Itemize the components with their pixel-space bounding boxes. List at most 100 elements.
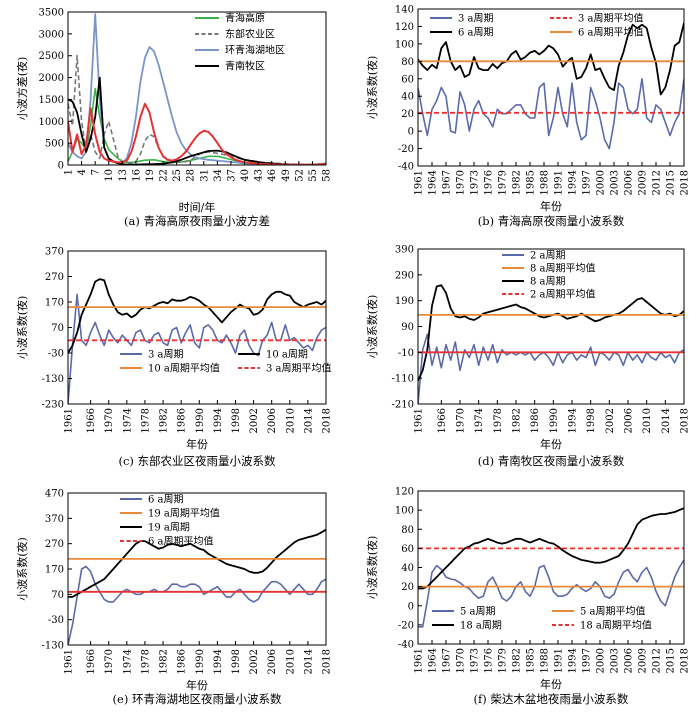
x-tick-label: 19 bbox=[145, 169, 156, 182]
chart-caption: (d) 青南牧区夜雨量小波系数 bbox=[478, 454, 625, 468]
y-tick-label: 0 bbox=[58, 161, 64, 172]
x-tick-label: 1994 bbox=[213, 649, 224, 674]
y-tick-label: -210 bbox=[392, 400, 414, 411]
x-tick-label: 2015 bbox=[666, 170, 677, 195]
y-tick-label: -130 bbox=[42, 641, 64, 652]
x-tick-label: 1966 bbox=[437, 408, 448, 433]
x-tick-label: 1967 bbox=[442, 170, 453, 195]
series-line-a-4 bbox=[68, 102, 326, 165]
x-tick-label: 2006 bbox=[624, 408, 635, 433]
x-axis-label: 年份 bbox=[186, 437, 208, 451]
x-tick-label: 2018 bbox=[322, 649, 333, 674]
chart-caption: (b) 青海高原夜雨量小波系数 bbox=[478, 214, 625, 228]
y-tick-label: 390 bbox=[395, 245, 414, 256]
legend-label: 青海高原 bbox=[225, 12, 265, 25]
y-tick-label: 500 bbox=[45, 139, 64, 150]
legend-label: 19 a周期平均值 bbox=[148, 507, 220, 520]
x-tick-label: 1976 bbox=[484, 648, 495, 673]
x-tick-label: 1976 bbox=[484, 170, 495, 195]
y-tick-label: 90 bbox=[401, 322, 414, 333]
y-tick-label: -30 bbox=[48, 615, 64, 626]
legend-label: 6 a周期 bbox=[458, 27, 494, 39]
x-tick-label: 1986 bbox=[177, 408, 188, 433]
x-tick-label: 1973 bbox=[470, 170, 481, 195]
x-tick-label: 13 bbox=[118, 169, 129, 182]
x-tick-label: 2003 bbox=[610, 170, 621, 195]
legend-label: 东部农业区 bbox=[225, 28, 275, 41]
x-tick-label: 2000 bbox=[596, 648, 607, 673]
x-tick-label: 2018 bbox=[680, 408, 691, 433]
legend-label: 环青海湖地区 bbox=[225, 44, 285, 57]
x-tick-label: 22 bbox=[159, 169, 170, 182]
x-tick-label: 2014 bbox=[303, 408, 314, 433]
y-tick-label: -40 bbox=[398, 640, 414, 651]
legend-label: 6 a周期平均值 bbox=[148, 535, 214, 548]
x-tick-label: 1986 bbox=[530, 408, 541, 433]
x-tick-label: 1997 bbox=[582, 170, 593, 195]
x-tick-label: 1970 bbox=[456, 170, 467, 195]
x-tick-label: 58 bbox=[322, 169, 333, 182]
x-axis-label: 时间/年 bbox=[179, 200, 216, 214]
y-axis-label: 小波系数(夜) bbox=[15, 296, 29, 360]
x-tick-label: 40 bbox=[240, 169, 251, 182]
y-tick-label: 2500 bbox=[39, 51, 64, 62]
x-tick-label: 1974 bbox=[122, 649, 133, 674]
y-tick-label: -110 bbox=[392, 374, 414, 385]
x-tick-label: 1994 bbox=[568, 170, 579, 195]
legend-label: 10 a周期 bbox=[266, 349, 308, 361]
x-tick-label: 1991 bbox=[554, 648, 565, 673]
x-tick-label: 2006 bbox=[267, 649, 278, 674]
legend-label: 3 a周期 bbox=[458, 13, 494, 25]
x-tick-label: 28 bbox=[186, 169, 197, 182]
y-tick-label: 370 bbox=[45, 514, 64, 525]
x-tick-label: 2012 bbox=[652, 648, 663, 673]
x-tick-label: 2018 bbox=[322, 408, 333, 433]
legend-label: 8 a周期 bbox=[530, 276, 566, 288]
y-tick-label: -230 bbox=[42, 400, 64, 411]
y-tick-label: 3500 bbox=[39, 8, 64, 19]
y-tick-label: -20 bbox=[398, 144, 414, 155]
x-tick-label: 1982 bbox=[512, 648, 523, 673]
series-line-a-1 bbox=[68, 54, 326, 165]
x-tick-label: 1988 bbox=[540, 170, 551, 195]
x-tick-label: 1994 bbox=[568, 648, 579, 673]
x-tick-label: 1961 bbox=[64, 408, 75, 433]
x-tick-label: 2002 bbox=[249, 408, 260, 433]
x-tick-label: 2018 bbox=[680, 648, 691, 673]
x-tick-label: 1998 bbox=[231, 649, 242, 674]
y-tick-label: 0 bbox=[408, 127, 414, 138]
y-tick-label: 20 bbox=[401, 582, 414, 593]
x-tick-label: 1990 bbox=[549, 408, 560, 433]
series-line-a-3 bbox=[68, 76, 326, 165]
series-line-f-1 bbox=[418, 507, 684, 590]
legend-label: 10 a周期平均值 bbox=[148, 362, 220, 375]
x-tick-label: 1966 bbox=[86, 408, 97, 433]
plot-frame bbox=[417, 8, 685, 167]
plot-frame bbox=[67, 250, 327, 405]
x-tick-label: 2010 bbox=[285, 408, 296, 433]
x-tick-label: 1979 bbox=[498, 648, 509, 673]
x-tick-label: 1990 bbox=[195, 649, 206, 674]
y-tick-label: 100 bbox=[395, 506, 414, 517]
x-tick-label: 1982 bbox=[159, 649, 170, 674]
x-tick-label: 2010 bbox=[642, 408, 653, 433]
y-tick-label: 20 bbox=[401, 109, 414, 120]
legend-label: 8 a周期平均值 bbox=[530, 262, 596, 275]
series-line-b-1 bbox=[418, 22, 684, 96]
x-tick-label: 2014 bbox=[303, 649, 314, 674]
x-tick-label: 2010 bbox=[285, 649, 296, 674]
x-tick-label: 2009 bbox=[638, 648, 649, 673]
plot-frame bbox=[67, 11, 327, 166]
x-tick-label: 55 bbox=[308, 169, 319, 182]
x-axis-label: 年份 bbox=[540, 437, 562, 451]
x-tick-label: 1979 bbox=[498, 170, 509, 195]
y-tick-label: 120 bbox=[395, 22, 414, 33]
legend-label: 2 a周期 bbox=[530, 250, 566, 262]
x-tick-label: 1982 bbox=[159, 408, 170, 433]
chart-b: -40 -20 0 20 40 60 80 100 120 140 1961 1964 1967 1970… bbox=[365, 5, 691, 229]
legend-label: 3 a周期 bbox=[148, 349, 184, 361]
chart-d: -210 -110 -10 90 190 290 390 1961 1966 1970 1974 19… bbox=[365, 245, 691, 469]
x-tick-label: 2006 bbox=[624, 170, 635, 195]
x-tick-label: 1964 bbox=[428, 170, 439, 195]
